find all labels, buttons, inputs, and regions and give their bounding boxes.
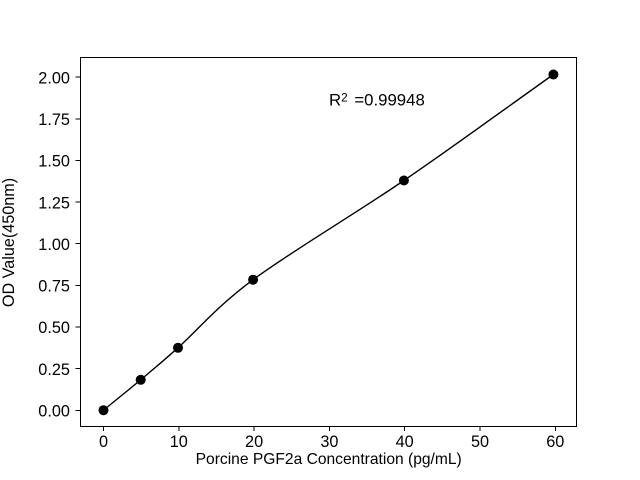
- svg-text:1.75: 1.75: [38, 111, 70, 129]
- svg-text:0.00: 0.00: [38, 403, 70, 421]
- svg-text:60: 60: [546, 433, 564, 451]
- svg-text:OD Value(450nm): OD Value(450nm): [0, 178, 18, 307]
- svg-text:1.50: 1.50: [38, 153, 70, 171]
- svg-text:30: 30: [320, 433, 338, 451]
- svg-text:20: 20: [245, 433, 263, 451]
- svg-text:R2 =0.99948: R2 =0.99948: [329, 90, 425, 109]
- svg-text:0.75: 0.75: [38, 278, 70, 296]
- svg-text:0.50: 0.50: [38, 319, 70, 337]
- svg-text:40: 40: [396, 433, 414, 451]
- svg-text:0: 0: [99, 433, 108, 451]
- svg-text:1.00: 1.00: [38, 236, 70, 254]
- svg-text:2.00: 2.00: [38, 69, 70, 87]
- svg-text:Porcine PGF2a Concentration (p: Porcine PGF2a Concentration (pg/mL): [196, 451, 462, 468]
- svg-text:0.25: 0.25: [38, 361, 70, 379]
- svg-text:50: 50: [471, 433, 489, 451]
- svg-text:10: 10: [170, 433, 188, 451]
- svg-text:1.25: 1.25: [38, 194, 70, 212]
